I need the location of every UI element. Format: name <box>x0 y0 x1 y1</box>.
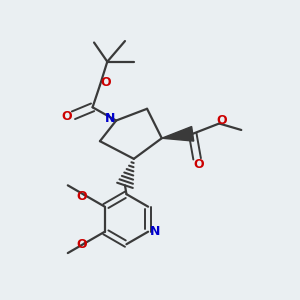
Text: O: O <box>194 158 204 171</box>
Text: O: O <box>62 110 72 123</box>
Polygon shape <box>162 127 194 141</box>
Text: O: O <box>100 76 111 89</box>
Text: O: O <box>76 238 87 251</box>
Text: N: N <box>149 225 160 238</box>
Text: O: O <box>76 190 87 203</box>
Text: N: N <box>105 112 116 125</box>
Text: O: O <box>217 114 227 127</box>
